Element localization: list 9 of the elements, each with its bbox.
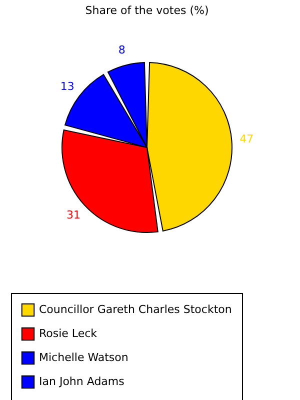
legend-label: Ian John Adams bbox=[39, 375, 125, 388]
legend-label: Michelle Watson bbox=[39, 351, 128, 364]
data-label: 13 bbox=[60, 80, 74, 93]
chart-title: Share of the votes (%) bbox=[85, 4, 209, 17]
data-label: 8 bbox=[118, 44, 126, 57]
data-label: 47 bbox=[240, 132, 254, 146]
legend-label: Councillor Gareth Charles Stockton bbox=[39, 303, 232, 316]
legend-label: Rosie Leck bbox=[39, 327, 98, 340]
data-label: 31 bbox=[66, 208, 81, 222]
